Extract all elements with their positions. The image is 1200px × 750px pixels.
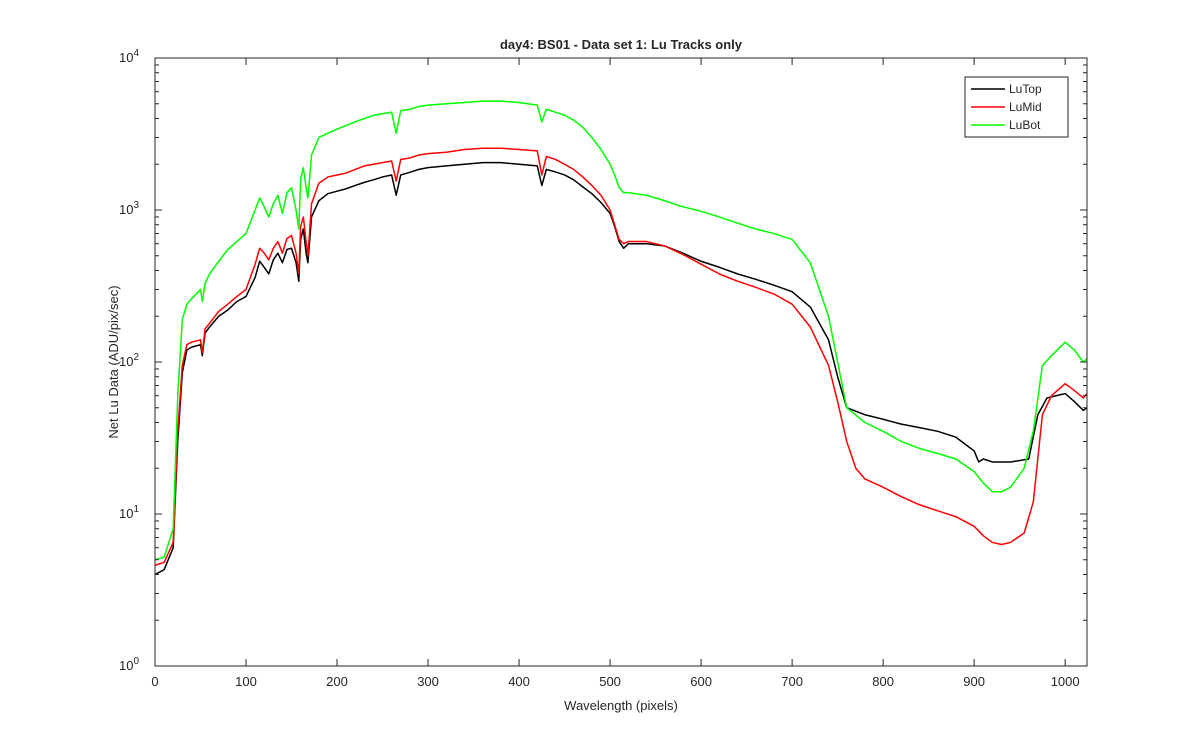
series-line-lumid [154,147,1088,566]
x-tick-label: 800 [872,674,894,689]
x-tick-label: 200 [326,674,348,689]
series-line-lutop [154,161,1088,576]
series-line-lubot [154,100,1088,561]
legend[interactable]: LuTop LuMid LuBot [964,76,1069,138]
y-tick-label: 100 [119,656,139,673]
series-layer [154,100,1088,576]
x-tick-label: 700 [781,674,803,689]
x-tick-label: 1000 [1051,674,1080,689]
y-tick-label: 101 [119,504,139,521]
legend-label-lumid: LuMid [1009,100,1042,114]
x-tick-label: 400 [508,674,530,689]
x-tick-label: 600 [690,674,712,689]
y-tick-label: 104 [119,48,139,65]
x-axis-label: Wavelength (pixels) [564,698,678,713]
x-tick-label: 100 [235,674,257,689]
chart-title: day4: BS01 - Data set 1: Lu Tracks only [500,37,743,52]
legend-label-lutop: LuTop [1009,82,1042,96]
legend-label-lubot: LuBot [1009,118,1041,132]
ticks-layer [154,57,1087,667]
plot-frame [154,57,1088,667]
y-axis-label: Net Lu Data (ADU/pix/sec) [106,285,121,438]
x-tick-label: 0 [151,674,158,689]
x-tick-labels: 0 100 200 300 400 500 600 700 800 900 1000 [151,674,1079,689]
y-tick-label: 102 [119,352,139,369]
x-tick-label: 900 [963,674,985,689]
x-tick-label: 500 [599,674,621,689]
plot-area [155,58,1087,666]
y-tick-labels: 100 101 102 103 104 [119,48,139,673]
y-tick-label: 103 [119,200,139,217]
x-tick-label: 300 [417,674,439,689]
